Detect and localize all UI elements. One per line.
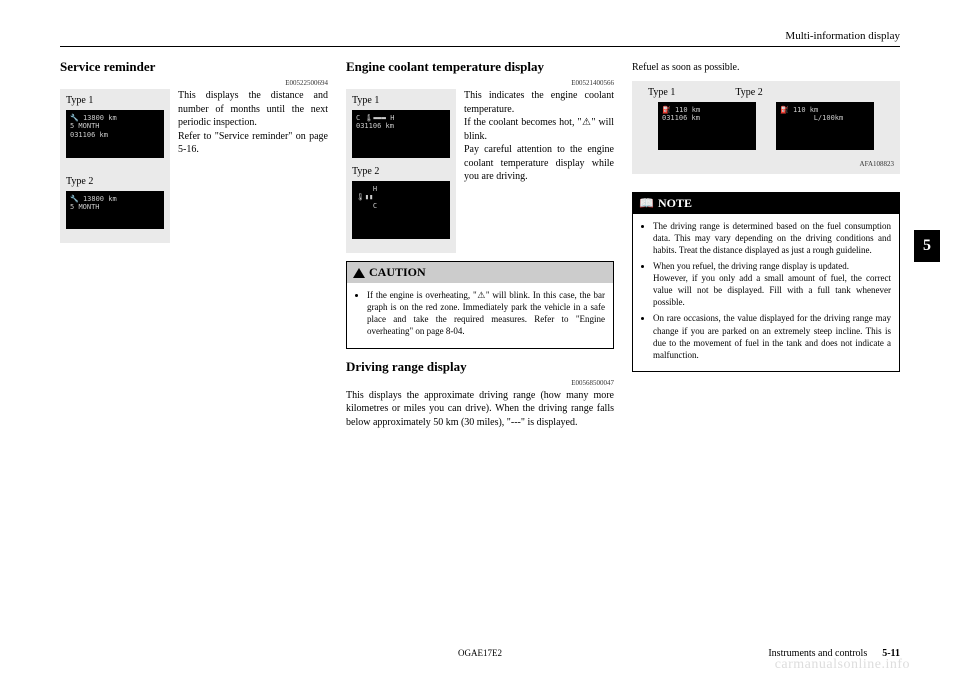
disp-c: C [356, 114, 360, 122]
driving-range-title: Driving range display [346, 359, 614, 375]
fuel-icon: ⛽ [662, 106, 671, 114]
display-mock-coolant1: C 🌡▬▬▬ H 031106 km [352, 110, 450, 158]
driving-range-ref: E00568500047 [346, 379, 614, 387]
content-columns: Service reminder E00522500694 Type 1 🔧 1… [60, 57, 900, 429]
column-2: Engine coolant temperature display E0052… [346, 57, 614, 429]
caution-title: CAUTION [369, 265, 426, 280]
service-reminder-image: Type 1 🔧 13800 km 5 MONTH 031106 km Type… [60, 89, 170, 243]
coolant-ref: E00521400566 [346, 79, 614, 87]
disp-line: MONTH [78, 203, 99, 211]
column-1: Service reminder E00522500694 Type 1 🔧 1… [60, 57, 328, 429]
disp-c: C [373, 202, 377, 210]
disp-line: 13800 km [83, 114, 117, 122]
temp-icon: 🌡 [364, 114, 373, 122]
coolant-text: This indicates the engine coolant temper… [464, 89, 614, 253]
coolant-title: Engine coolant temperature display [346, 59, 614, 75]
temp-icon: 🌡 [356, 193, 365, 201]
type2-label: Type 2 [352, 166, 450, 177]
display-mock-fuel2: ⛽ 110 km L/100km [776, 102, 874, 150]
wrench-icon: 🔧 [70, 114, 79, 122]
note-item: The driving range is determined based on… [653, 220, 891, 256]
footer-code: OGAE17E2 [458, 648, 502, 658]
note-body: The driving range is determined based on… [633, 214, 899, 372]
display-mock-type2: 🔧 13800 km 5 MONTH [66, 191, 164, 229]
disp-odo: 031106 km [662, 114, 700, 122]
wrench-icon: 🔧 [70, 195, 79, 203]
service-reminder-ref: E00522500694 [60, 79, 328, 87]
fuel-image: Type 1 Type 2 ⛽ 110 km 031106 km ⛽ 110 k… [632, 81, 900, 174]
type2-label: Type 2 [735, 87, 762, 98]
display-mock-fuel1: ⛽ 110 km 031106 km [658, 102, 756, 150]
note-header: 📖 NOTE [633, 193, 899, 214]
disp-line: 5 MONTH [70, 122, 100, 130]
warning-icon [353, 268, 365, 278]
coolant-image: Type 1 C 🌡▬▬▬ H 031106 km Type 2 H 🌡▮▮ C [346, 89, 456, 253]
disp-line: 13800 km [83, 195, 117, 203]
chapter-tab: 5 [914, 230, 940, 262]
caution-body: If the engine is overheating, "⚠" will b… [347, 283, 613, 348]
type1-label: Type 1 [352, 95, 450, 106]
book-icon: 📖 [639, 196, 654, 211]
refuel-text: Refuel as soon as possible. [632, 61, 900, 75]
display-mock-type1: 🔧 13800 km 5 MONTH 031106 km [66, 110, 164, 158]
driving-range-text: This displays the approximate driving ra… [346, 389, 614, 430]
watermark: carmanualsonline.info [775, 657, 910, 673]
type2-label: Type 2 [66, 176, 164, 187]
disp-h: H [390, 114, 394, 122]
fuel-image-ref: AFA108823 [638, 160, 894, 168]
disp-val: 110 km [793, 106, 818, 114]
fuel-icon: ⛽ [780, 106, 789, 114]
note-title: NOTE [658, 196, 692, 211]
caution-box: CAUTION If the engine is overheating, "⚠… [346, 261, 614, 349]
note-item: When you refuel, the driving range displ… [653, 260, 891, 309]
column-3: Refuel as soon as possible. Type 1 Type … [632, 57, 900, 429]
caution-item: If the engine is overheating, "⚠" will b… [367, 289, 605, 338]
disp-line: 5 [70, 203, 74, 211]
disp-eff: L/100km [814, 114, 844, 122]
disp-h: H [373, 185, 377, 193]
service-reminder-title: Service reminder [60, 59, 328, 75]
disp-val: 110 km [675, 106, 700, 114]
caution-header: CAUTION [347, 262, 613, 283]
type1-label: Type 1 [66, 95, 164, 106]
page-header: Multi-information display [60, 30, 900, 47]
note-item: On rare occasions, the value displayed f… [653, 312, 891, 361]
note-box: 📖 NOTE The driving range is determined b… [632, 192, 900, 373]
display-mock-coolant2: H 🌡▮▮ C [352, 181, 450, 239]
disp-km: 031106 km [356, 122, 394, 130]
disp-line: 031106 km [70, 131, 108, 139]
type1-label: Type 1 [648, 87, 675, 98]
service-reminder-text: This displays the distance and number of… [178, 89, 328, 243]
